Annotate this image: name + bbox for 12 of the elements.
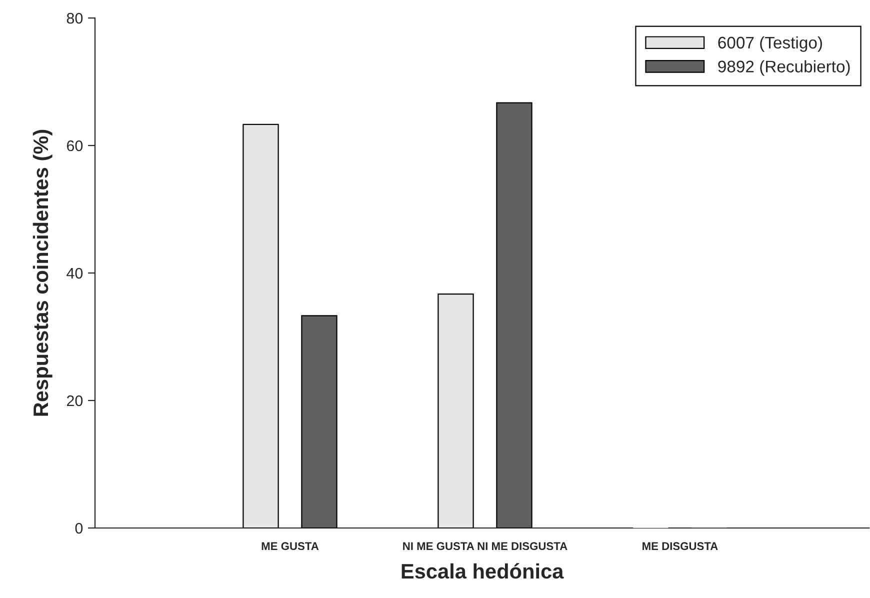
x-tick-label: NI ME GUSTA NI ME DISGUSTA bbox=[403, 542, 568, 550]
y-tick-label: 80 bbox=[66, 12, 83, 24]
y-tick-label: 40 bbox=[66, 268, 83, 279]
x-tick-label: ME DISGUSTA bbox=[642, 542, 718, 550]
legend-label: 6007 (Testigo) bbox=[718, 36, 822, 52]
y-axis-title: Respuestas coincidentes (%) bbox=[32, 130, 52, 416]
x-tick-label: ME GUSTA bbox=[262, 542, 319, 550]
x-axis-title: Escala hedónica bbox=[402, 563, 564, 579]
y-tick-label: 60 bbox=[66, 140, 83, 152]
y-tick-label: 20 bbox=[66, 395, 83, 406]
legend-label: 9892 (Recubierto) bbox=[718, 60, 850, 76]
y-tick-label: 0 bbox=[75, 522, 83, 534]
